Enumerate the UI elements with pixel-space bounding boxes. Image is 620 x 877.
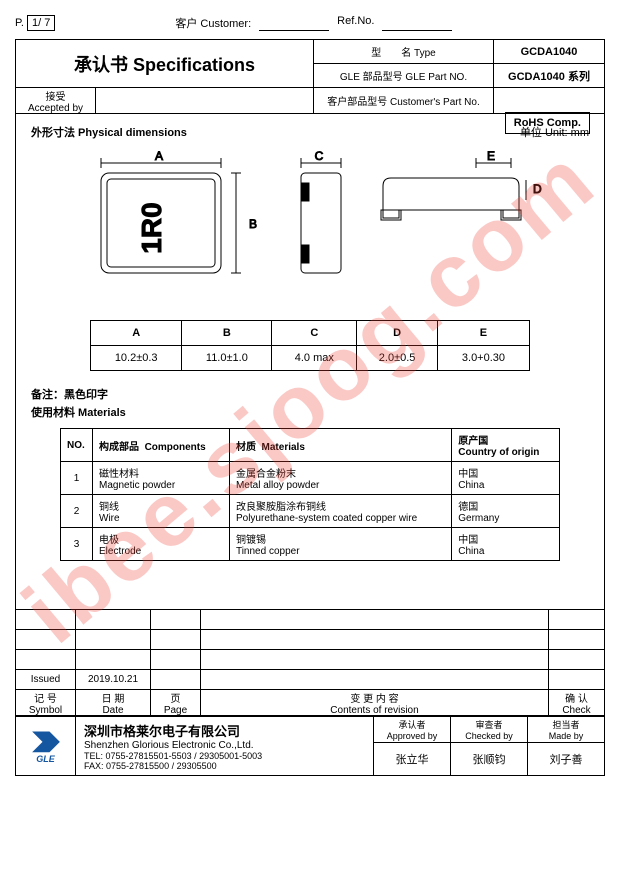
- svg-text:D: D: [533, 182, 542, 196]
- mat-row2-no: 2: [61, 495, 93, 528]
- note-materials: 使用材料 Materials: [31, 404, 589, 420]
- custpart-value: [494, 88, 604, 113]
- rev-head-content: 变 更 内 容Contents of revision: [201, 690, 549, 715]
- dim-head-A: A: [91, 321, 182, 346]
- accepted-value: [96, 88, 314, 113]
- dims-title: 外形寸法 Physical dimensions: [31, 124, 187, 140]
- mat-head-mat: 材质 Materials: [229, 429, 451, 462]
- mat-row3-mat: 铜镀锡Tinned copper: [229, 528, 451, 561]
- mat-head-no: NO.: [61, 429, 93, 462]
- sig-checked-label: 审查者Checked by: [451, 717, 528, 742]
- note-marking: 备注：黑色印字: [31, 386, 589, 402]
- sig-approved-label: 承认者Approved by: [374, 717, 451, 742]
- custpart-label: 客户部品型号 Customer's Part No.: [314, 88, 494, 113]
- main-frame: 承认书 Specifications 型 名 Type GCDA1040 GLE…: [15, 39, 605, 776]
- materials-table: NO. 构成部品 Components 材质 Materials 原产国 Cou…: [60, 428, 560, 561]
- page-prefix: P.: [15, 17, 24, 29]
- svg-text:1R0: 1R0: [136, 202, 167, 253]
- mat-row1-comp: 磁性材料Magnetic powder: [93, 462, 230, 495]
- type-value: GCDA1040: [494, 40, 604, 63]
- dim-val-A: 10.2±0.3: [91, 346, 182, 371]
- page-header: P. 1/ 7 客户 Customer: Ref.No.: [15, 15, 605, 31]
- mat-row2-comp: 铜线Wire: [93, 495, 230, 528]
- drawing: A 1R0 B C: [31, 148, 589, 308]
- dimensions-table: A B C D E 10.2±0.3 11.0±1.0 4.0 max 2.0±…: [90, 320, 530, 371]
- refno-blank: [382, 15, 452, 31]
- svg-text:B: B: [249, 217, 257, 231]
- rohs-badge: RoHS Comp.: [505, 112, 590, 134]
- issued-date: 2019.10.21: [76, 670, 151, 689]
- spec-title: 承认书 Specifications: [16, 40, 314, 88]
- dim-head-C: C: [272, 321, 357, 346]
- accepted-label: 接受 Accepted by: [16, 88, 96, 113]
- dim-val-E: 3.0+0.30: [437, 346, 529, 371]
- sig-approved-name: 张立华: [374, 743, 451, 775]
- issued-label: Issued: [16, 670, 76, 689]
- type-label: 型 名 Type: [314, 40, 494, 63]
- sig-made-name: 刘子善: [528, 743, 604, 775]
- mat-row1-origin: 中国China: [452, 462, 560, 495]
- customer-blank: [259, 15, 329, 31]
- rev-head-sym: 记 号Symbol: [16, 690, 76, 715]
- dim-val-B: 11.0±1.0: [182, 346, 272, 371]
- company-info: 深圳市格莱尔电子有限公司 Shenzhen Glorious Electroni…: [76, 717, 374, 775]
- mat-row1-mat: 金属合金粉末Metal alloy powder: [229, 462, 451, 495]
- svg-text:E: E: [487, 149, 495, 163]
- sig-checked-name: 张顺钧: [451, 743, 528, 775]
- dim-val-C: 4.0 max: [272, 346, 357, 371]
- partno-value: GCDA1040 系列: [494, 64, 604, 87]
- mat-row3-comp: 电极Electrode: [93, 528, 230, 561]
- mat-row1-no: 1: [61, 462, 93, 495]
- rev-head-check: 确 认Check: [549, 690, 604, 715]
- mat-row2-mat: 改良聚胺脂涂布铜线Polyurethane-system coated copp…: [229, 495, 451, 528]
- dim-val-D: 2.0±0.5: [357, 346, 438, 371]
- svg-text:A: A: [155, 149, 163, 163]
- dim-head-E: E: [437, 321, 529, 346]
- customer-label: 客户 Customer:: [175, 15, 251, 31]
- mat-head-origin: 原产国 Country of origin: [452, 429, 560, 462]
- mat-row2-origin: 德国Germany: [452, 495, 560, 528]
- dim-head-B: B: [182, 321, 272, 346]
- rev-head-date: 日 期Date: [76, 690, 151, 715]
- rev-head-page: 页Page: [151, 690, 201, 715]
- partno-label: GLE 部品型号 GLE Part NO.: [314, 64, 494, 87]
- sig-made-label: 担当者Made by: [528, 717, 604, 742]
- logo: GLE: [16, 717, 76, 775]
- mat-head-comp: 构成部品 Components: [93, 429, 230, 462]
- page-number: 1/ 7: [27, 15, 55, 31]
- mat-row3-no: 3: [61, 528, 93, 561]
- svg-text:C: C: [315, 149, 324, 163]
- dim-head-D: D: [357, 321, 438, 346]
- refno-label: Ref.No.: [337, 15, 374, 31]
- mat-row3-origin: 中国China: [452, 528, 560, 561]
